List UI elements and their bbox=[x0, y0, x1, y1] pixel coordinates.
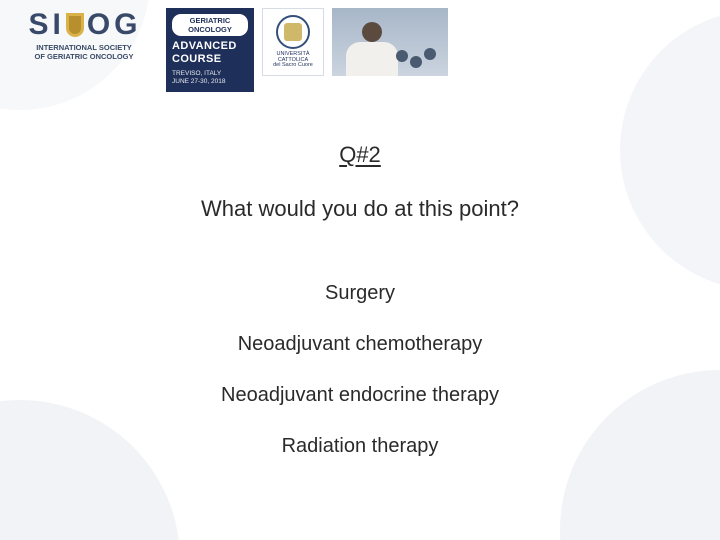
course-location: TREVISO, ITALY bbox=[172, 70, 248, 78]
answer-option: Surgery bbox=[0, 282, 720, 305]
photo-audience-icon bbox=[396, 46, 444, 72]
course-title-line: COURSE bbox=[172, 53, 248, 66]
seal-icon bbox=[276, 15, 310, 49]
advanced-course-panel: GERIATRIC ONCOLOGY ADVANCED COURSE TREVI… bbox=[166, 8, 254, 92]
siog-letter: G bbox=[114, 8, 139, 42]
answer-options: Surgery Neoadjuvant chemotherapy Neoadju… bbox=[0, 282, 720, 458]
photo-speaker-icon bbox=[346, 20, 398, 76]
siog-letter: I bbox=[52, 8, 62, 42]
course-dates: JUNE 27-30, 2018 bbox=[172, 78, 248, 86]
siog-subtitle-line: OF GERIATRIC ONCOLOGY bbox=[10, 53, 158, 62]
course-pill: GERIATRIC ONCOLOGY bbox=[172, 14, 248, 36]
header-photo bbox=[332, 8, 448, 76]
answer-option: Neoadjuvant chemotherapy bbox=[0, 333, 720, 356]
question-prompt: What would you do at this point? bbox=[0, 196, 720, 222]
siog-crest-icon bbox=[66, 13, 84, 37]
slide-content: Q#2 What would you do at this point? Sur… bbox=[0, 142, 720, 458]
siog-subtitle: INTERNATIONAL SOCIETY OF GERIATRIC ONCOL… bbox=[10, 44, 158, 61]
seal-text: UNIVERSITÀ CATTOLICA del Sacro Cuore bbox=[273, 52, 313, 69]
course-meta: TREVISO, ITALY JUNE 27-30, 2018 bbox=[172, 70, 248, 86]
course-title: ADVANCED COURSE bbox=[172, 40, 248, 66]
siog-logo: S I O G INTERNATIONAL SOCIETY OF GERIATR… bbox=[10, 8, 158, 61]
seal-line: del Sacro Cuore bbox=[273, 63, 313, 69]
university-seal: UNIVERSITÀ CATTOLICA del Sacro Cuore bbox=[262, 8, 324, 76]
course-title-line: ADVANCED bbox=[172, 40, 248, 53]
siog-wordmark: S I O G bbox=[10, 8, 158, 42]
answer-option: Radiation therapy bbox=[0, 435, 720, 458]
siog-letter: O bbox=[87, 8, 112, 42]
siog-letter: S bbox=[28, 8, 50, 42]
slide-header: S I O G INTERNATIONAL SOCIETY OF GERIATR… bbox=[0, 0, 720, 92]
answer-option: Neoadjuvant endocrine therapy bbox=[0, 384, 720, 407]
question-number: Q#2 bbox=[0, 142, 720, 168]
